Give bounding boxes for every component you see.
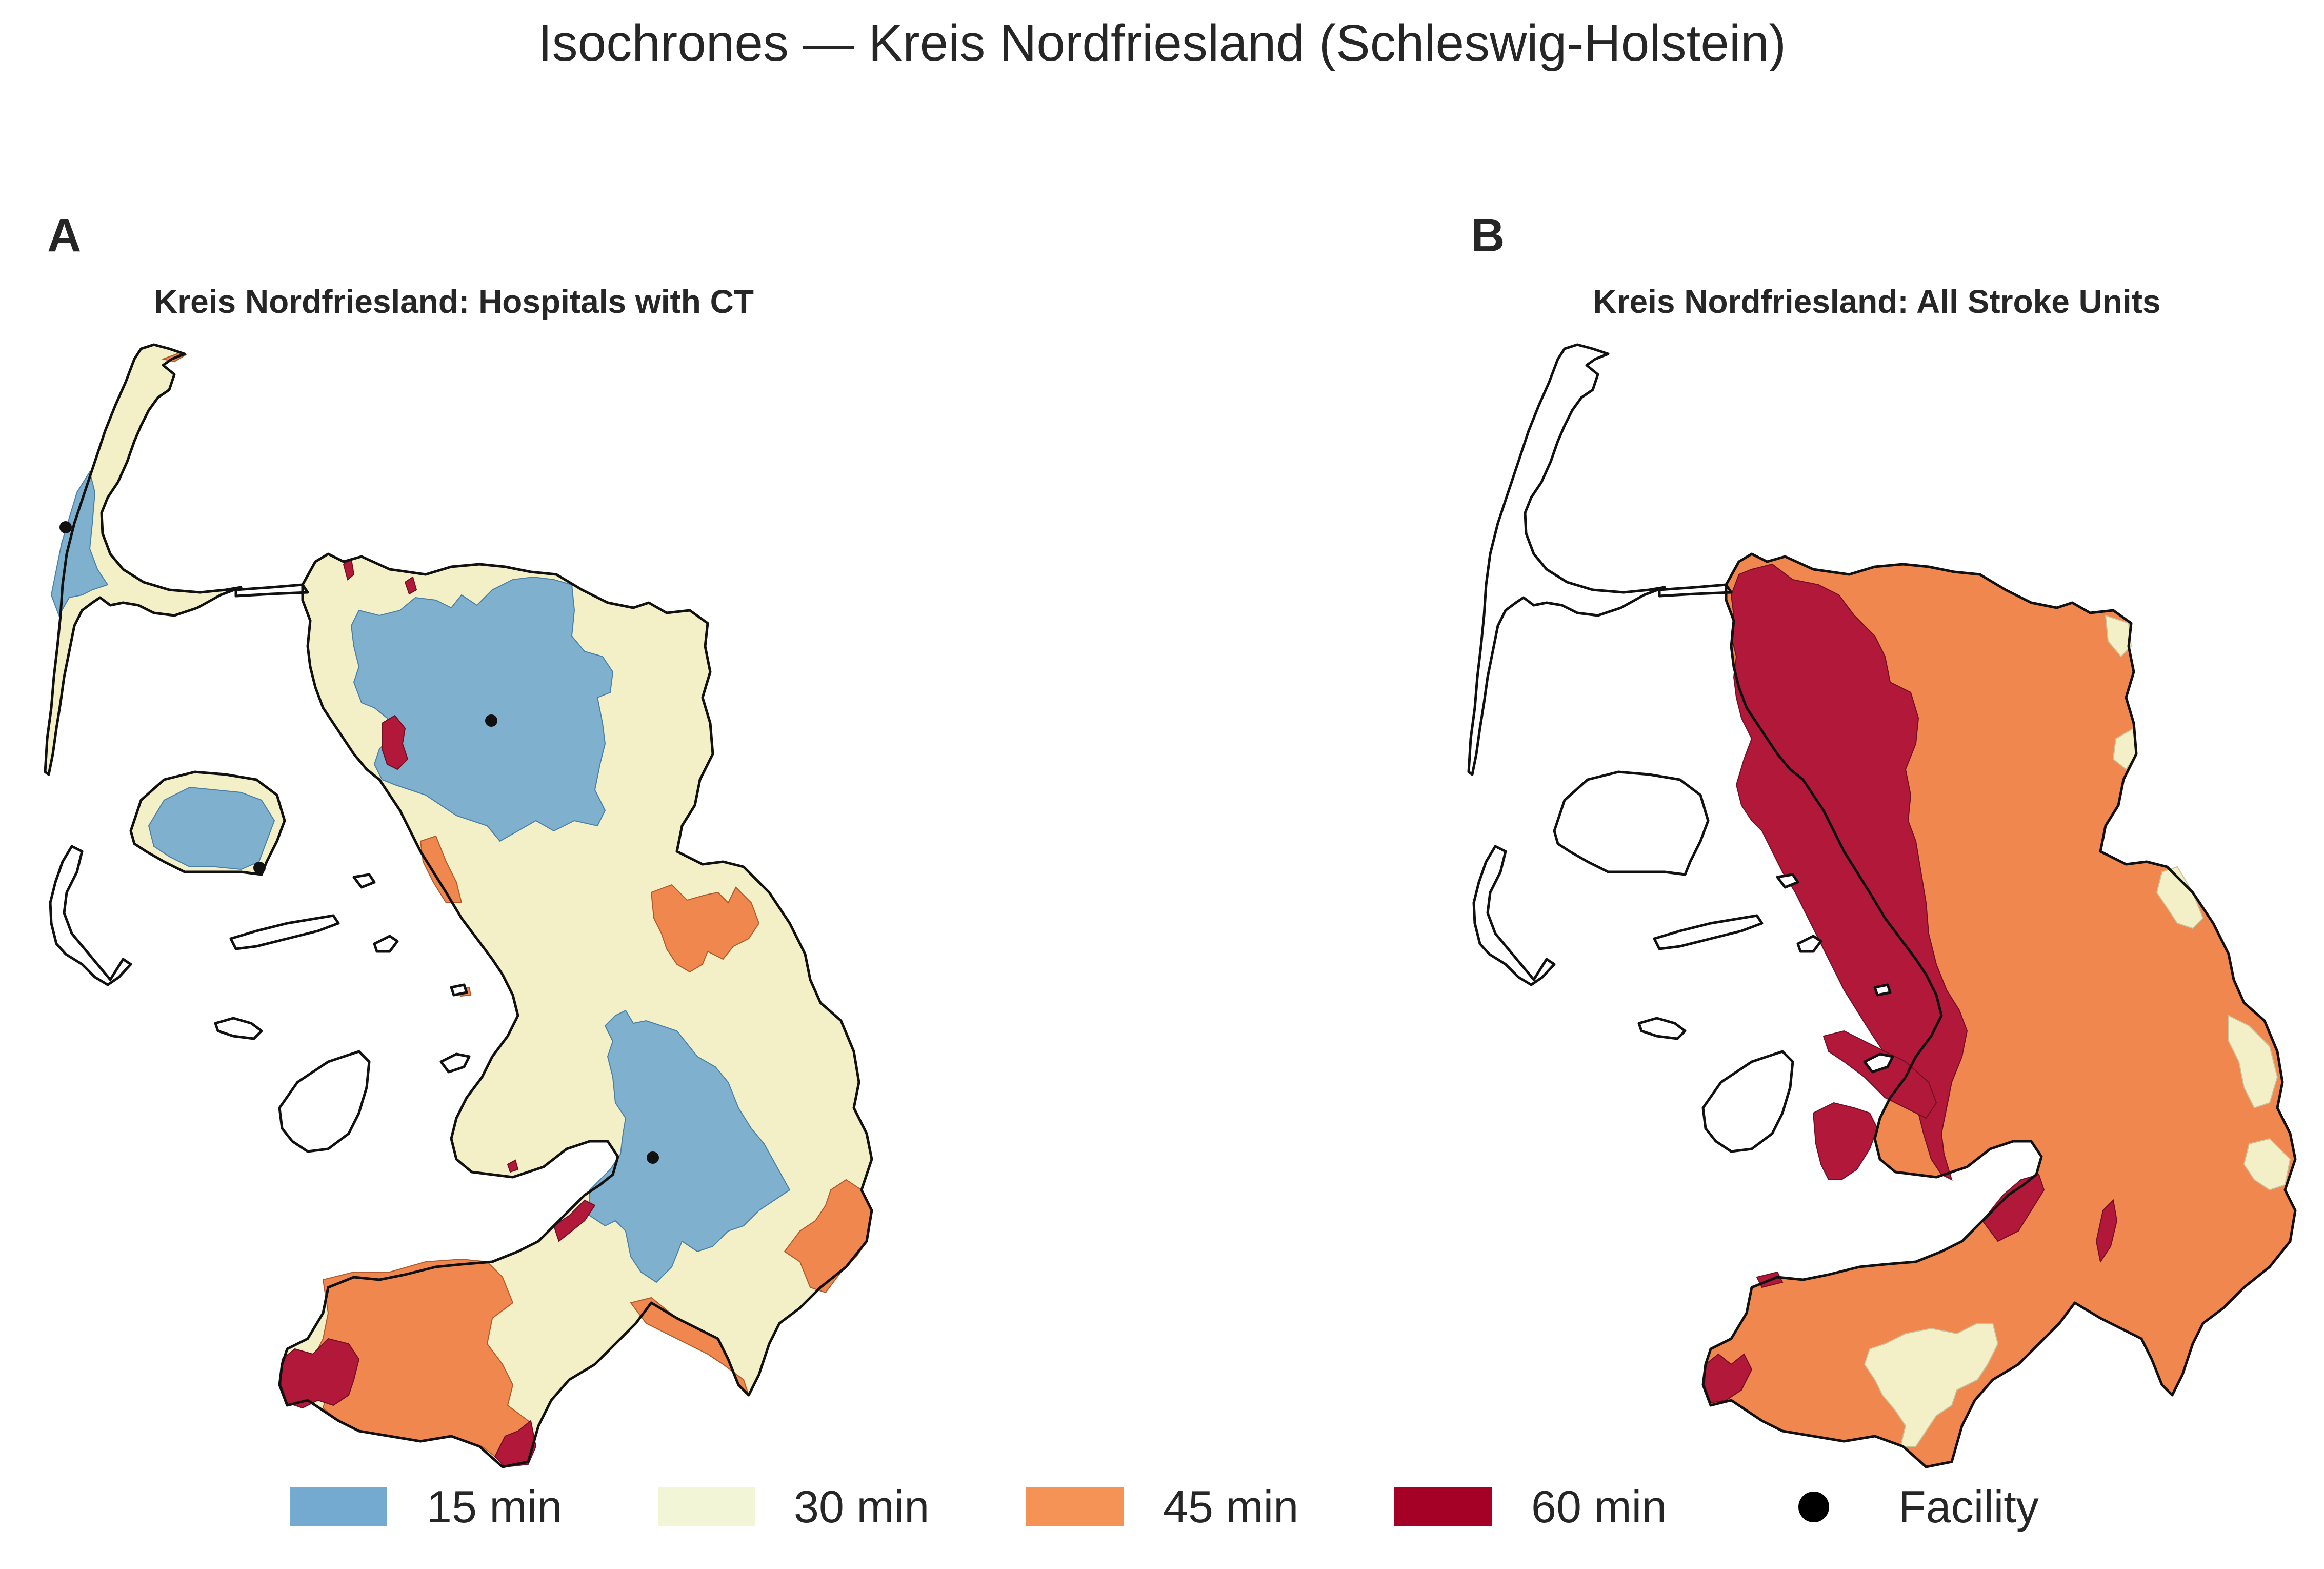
iso-60min-coast-1 — [382, 714, 409, 770]
legend-swatch-30min — [658, 1487, 755, 1526]
facility-marker — [485, 714, 497, 727]
iso-60min-hallig-spot — [507, 1159, 519, 1173]
legend-label-60min: 60 min — [1531, 1481, 1667, 1532]
iso-60min-north-spot-2 — [404, 576, 417, 595]
hallig-outline — [451, 985, 467, 995]
legend-item-60min: 60 min — [1394, 1481, 1667, 1532]
legend: 15 min 30 min 45 min 60 min Facility — [290, 1481, 2039, 1532]
hallig-outline — [1654, 916, 1762, 949]
hallig-outline — [374, 936, 397, 951]
panel-a-letter: A — [47, 209, 81, 262]
legend-label-facility: Facility — [1898, 1481, 2039, 1532]
legend-swatch-45min — [1026, 1487, 1124, 1526]
panel-a-title: Kreis Nordfriesland: Hospitals with CT — [154, 283, 754, 320]
hallig-outline — [354, 875, 374, 887]
iso-60min-west-belt — [1730, 563, 1968, 1181]
iso-60min-inland-streak — [2095, 1199, 2118, 1263]
legend-label-30min: 30 min — [794, 1481, 929, 1532]
legend-item-45min: 45 min — [1026, 1481, 1298, 1532]
hallig-outline — [1875, 985, 1890, 995]
legend-item-facility: Facility — [1798, 1481, 2039, 1532]
iso-45min-bredstedt-coast — [419, 835, 463, 903]
panel-a: A Kreis Nordfriesland: Hospitals with CT — [45, 209, 872, 1467]
hallig-outline — [231, 916, 338, 949]
legend-item-15min: 15 min — [290, 1481, 562, 1532]
hallig-outline — [215, 1018, 262, 1039]
iso-60min-husum-coast — [1981, 1174, 2045, 1242]
panel-b-letter: B — [1471, 209, 1505, 262]
iso-15min-foehr — [148, 786, 275, 870]
iso-60min-coast-strip — [1822, 1030, 1937, 1119]
panel-b-title: Kreis Nordfriesland: All Stroke Units — [1593, 283, 2160, 320]
legend-facility-marker — [1798, 1492, 1829, 1522]
facility-marker — [647, 1151, 659, 1164]
figure-suptitle: Isochrones — Kreis Nordfriesland (Schles… — [538, 14, 1786, 72]
iso-15min-sylt — [50, 470, 109, 617]
iso-60min-pellworm-side — [1812, 1102, 1878, 1180]
iso-30min-southcentral — [1864, 1323, 1999, 1447]
hallig-outline — [1798, 936, 1821, 951]
iso-45min-center — [650, 884, 760, 973]
iso-30min-east-1 — [2156, 866, 2204, 929]
hallig-outline — [441, 1054, 469, 1072]
sylt-island — [1469, 345, 1665, 774]
hallig-outline — [1639, 1018, 1685, 1039]
iso-60min-husum-coast — [553, 1199, 596, 1242]
panel-a-map — [45, 345, 872, 1467]
iso-30min-east-2 — [2228, 1015, 2278, 1109]
iso-30min-east-3 — [2243, 1138, 2291, 1191]
pellworm-island — [1703, 1051, 1793, 1151]
panel-b-map — [1469, 345, 2295, 1467]
facility-marker — [59, 521, 72, 533]
iso-15min-niebuell — [350, 576, 614, 842]
legend-swatch-15min — [290, 1487, 387, 1526]
legend-label-15min: 15 min — [427, 1481, 562, 1532]
iso-30min-northeast — [2105, 614, 2132, 658]
legend-label-45min: 45 min — [1163, 1481, 1298, 1532]
legend-item-30min: 30 min — [658, 1481, 929, 1532]
pellworm-island — [279, 1051, 369, 1151]
panel-b: B Kreis Nordfriesland: All Stroke Units — [1469, 209, 2295, 1467]
legend-swatch-60min — [1394, 1487, 1492, 1526]
facility-marker — [253, 862, 266, 874]
